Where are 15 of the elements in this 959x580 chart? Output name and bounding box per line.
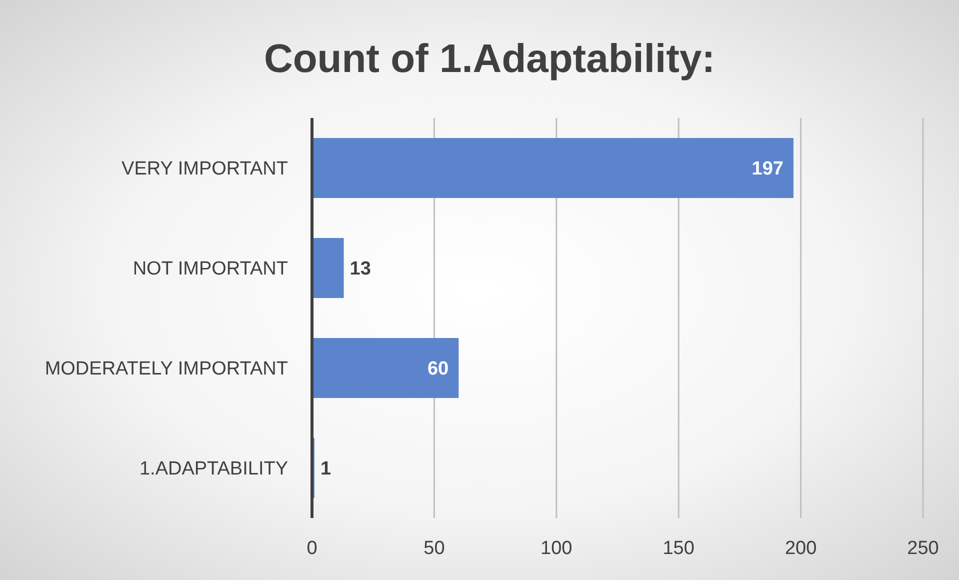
- y-tick-label: 1.ADAPTABILITY: [139, 458, 288, 480]
- x-tick-label: 100: [540, 538, 572, 559]
- x-tick-label: 250: [907, 538, 939, 559]
- x-tick-label: 200: [784, 538, 817, 559]
- x-tick-label: 50: [424, 538, 445, 559]
- y-tick-label: MODERATELY IMPORTANT: [44, 358, 288, 380]
- chart-title: Count of 1.Adaptability:: [264, 37, 716, 81]
- data-label: 60: [428, 358, 449, 380]
- x-tick-label: 0: [306, 538, 318, 559]
- y-tick-label: NOT IMPORTANT: [132, 258, 288, 280]
- data-label: 197: [752, 158, 784, 180]
- x-tick-label: 150: [662, 538, 694, 559]
- data-label: 13: [350, 258, 371, 280]
- data-label: 1: [320, 458, 332, 480]
- y-tick-label: VERY IMPORTANT: [122, 158, 288, 180]
